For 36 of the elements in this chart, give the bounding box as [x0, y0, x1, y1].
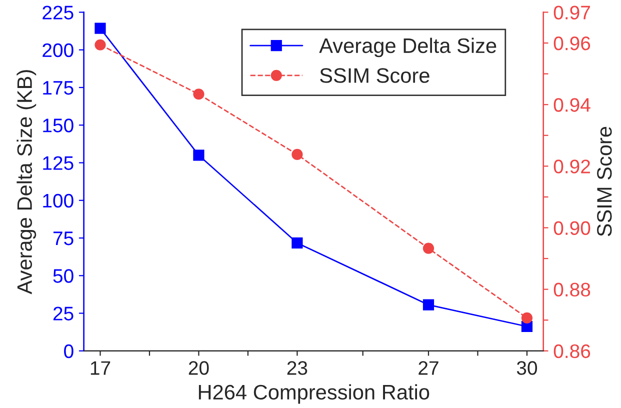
y-tick-label: 100	[43, 194, 74, 208]
y-tick-label: 200	[42, 43, 74, 58]
y-tick-label: 50	[53, 269, 74, 283]
y-tick-label: 125	[43, 156, 74, 170]
point	[193, 150, 204, 161]
y2-axis-title: SSIM Score	[597, 126, 612, 236]
x-tick-label: 27	[418, 361, 438, 375]
x-tick-label: 20	[188, 361, 209, 375]
y-tick-label: 0	[64, 344, 74, 358]
point	[94, 22, 106, 34]
legend-label: SSIM Score	[320, 68, 430, 83]
y2-tick-label: 0.86	[554, 344, 590, 358]
x-tick-label: 17	[90, 361, 110, 375]
y-axis-title: Average Delta Size (KB)	[16, 70, 36, 294]
point	[94, 39, 106, 50]
y-tick-label: 225	[42, 6, 74, 20]
y-tick-label: 175	[43, 81, 74, 95]
y2-tick-label: 0.92	[554, 160, 590, 174]
x-tick-label: 23	[287, 361, 308, 375]
legend-label: Average Delta Size	[319, 38, 496, 58]
y2-tick-label: 0.97	[554, 6, 590, 20]
x-tick-label: 30	[516, 361, 538, 375]
point	[422, 299, 434, 310]
x-axis-title: H264 Compression Ratio	[198, 384, 430, 404]
point	[292, 237, 303, 249]
y-tick-label: 75	[53, 232, 74, 246]
y2-tick-label: 0.94	[554, 98, 590, 112]
y2-tick-label: 0.90	[554, 221, 590, 235]
y2-tick-label: 0.96	[554, 36, 590, 50]
y-tick-label: 25	[53, 306, 74, 320]
y2-tick-label: 0.88	[554, 282, 590, 297]
point	[422, 242, 434, 254]
y-tick-label: 150	[43, 118, 74, 132]
point	[193, 88, 204, 100]
point	[521, 312, 533, 324]
point	[292, 148, 303, 160]
